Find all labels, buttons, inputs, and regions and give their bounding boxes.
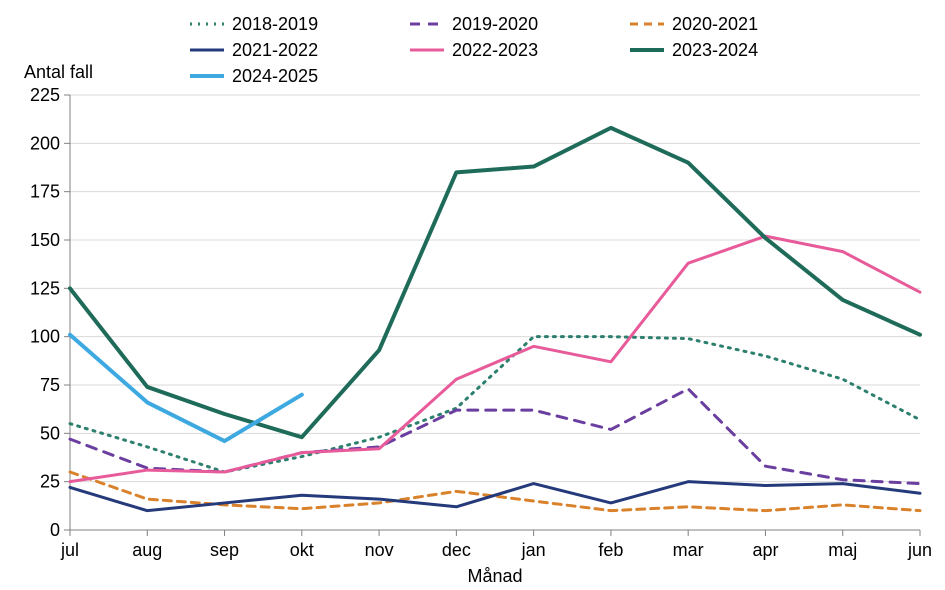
series-line bbox=[70, 236, 920, 482]
x-tick-label: dec bbox=[442, 540, 471, 560]
legend-label: 2018-2019 bbox=[232, 14, 318, 34]
x-tick-label: aug bbox=[132, 540, 162, 560]
x-tick-label: feb bbox=[598, 540, 623, 560]
x-tick-label: jul bbox=[60, 540, 79, 560]
y-tick-label: 150 bbox=[30, 230, 60, 250]
legend-label: 2021-2022 bbox=[232, 40, 318, 60]
y-tick-label: 25 bbox=[40, 472, 60, 492]
legend-label: 2023-2024 bbox=[672, 40, 758, 60]
legend-label: 2024-2025 bbox=[232, 66, 318, 86]
y-tick-label: 50 bbox=[40, 423, 60, 443]
y-axis-title: Antal fall bbox=[24, 62, 93, 82]
y-tick-label: 200 bbox=[30, 133, 60, 153]
x-tick-label: okt bbox=[290, 540, 314, 560]
series-line bbox=[70, 482, 920, 511]
x-tick-label: sep bbox=[210, 540, 239, 560]
chart-container: 0 25 50 75 100 125 150 175 200 225 jul aug sep okt nov… bbox=[0, 0, 945, 590]
x-axis-title: Månad bbox=[467, 566, 522, 586]
legend-label: 2020-2021 bbox=[672, 14, 758, 34]
y-tick-label: 100 bbox=[30, 327, 60, 347]
y-tick-label: 0 bbox=[50, 520, 60, 540]
x-tick-label: nov bbox=[365, 540, 394, 560]
x-tick-label: mar bbox=[673, 540, 704, 560]
series-line bbox=[70, 128, 920, 437]
y-tick-label: 125 bbox=[30, 278, 60, 298]
y-tick-label: 225 bbox=[30, 85, 60, 105]
x-tick-label: jun bbox=[907, 540, 932, 560]
y-tick-label: 75 bbox=[40, 375, 60, 395]
x-tick-label: maj bbox=[828, 540, 857, 560]
legend-label: 2019-2020 bbox=[452, 14, 538, 34]
x-tick-label: apr bbox=[752, 540, 778, 560]
line-chart: 0 25 50 75 100 125 150 175 200 225 jul aug sep okt nov… bbox=[0, 0, 945, 590]
x-tick-label: jan bbox=[521, 540, 546, 560]
legend-label: 2022-2023 bbox=[452, 40, 538, 60]
y-tick-label: 175 bbox=[30, 182, 60, 202]
